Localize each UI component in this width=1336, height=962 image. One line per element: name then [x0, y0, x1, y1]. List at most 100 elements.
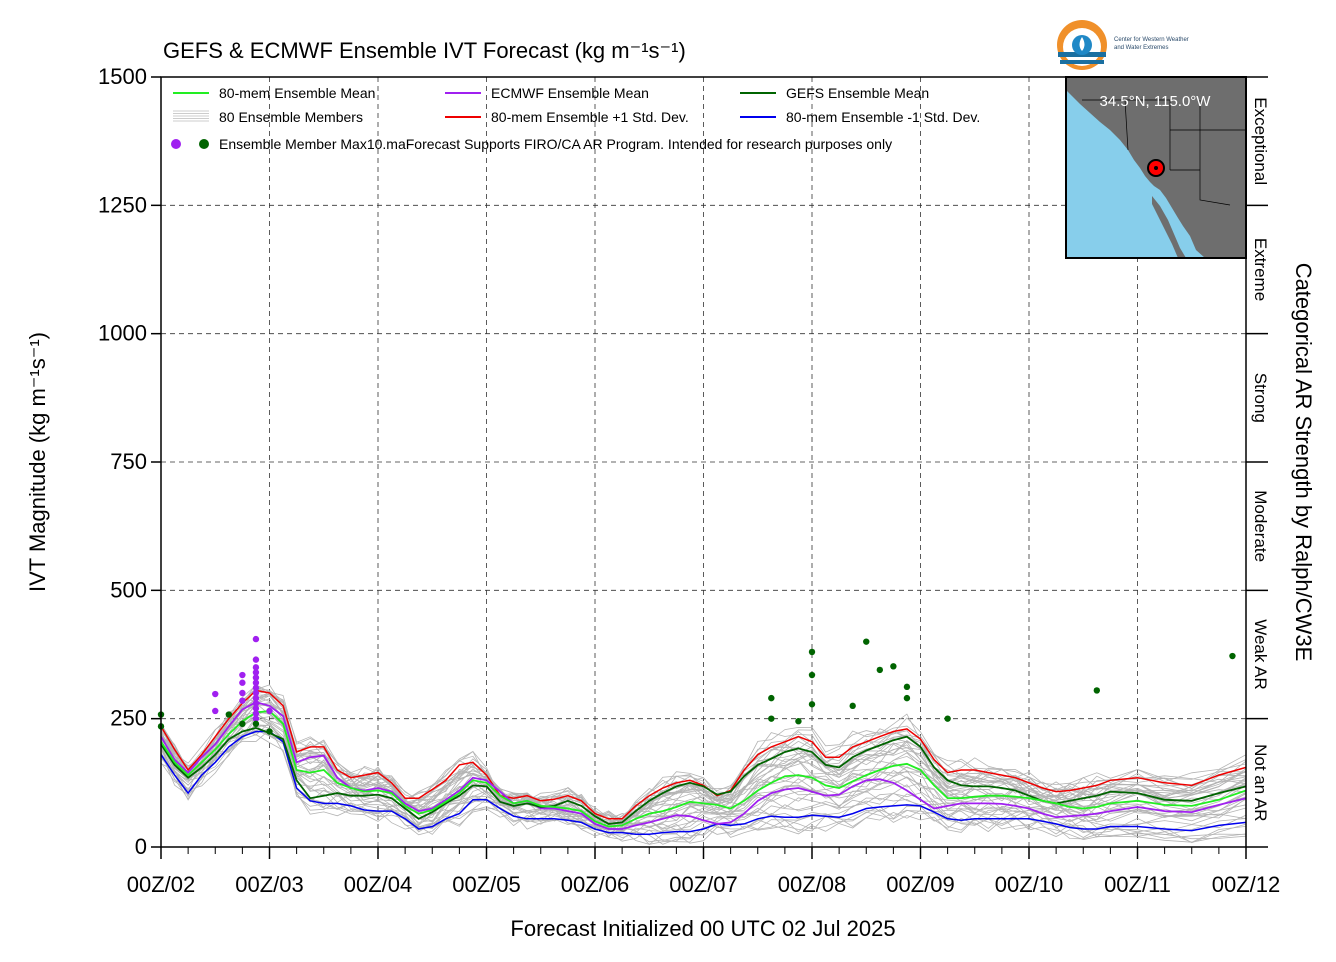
- legend-label: GEFS Ensemble Mean: [786, 85, 929, 101]
- series-lines: [160, 689, 1247, 835]
- cw3e-logo: Center for Western Weather and Water Ext…: [1057, 20, 1189, 70]
- ecmwf-max-marker: [252, 694, 260, 702]
- ecmwf-max-marker: [252, 684, 260, 692]
- x-axis: 00Z/02 00Z/03 00Z/04 00Z/05 00Z/06 00Z/07 00Z/…: [127, 847, 1281, 897]
- inset-location-label: 34.5°N, 115.0°W: [1100, 93, 1212, 110]
- location-dot: [1154, 166, 1158, 170]
- legend-label: ECMWF Ensemble Mean: [491, 85, 649, 101]
- ecmwf-max-marker: [252, 700, 260, 707]
- inset-borders: [1082, 99, 1246, 206]
- y-axis-label: IVT Magnitude (kg m⁻¹s⁻¹): [25, 332, 50, 592]
- inset-frame: [1065, 76, 1247, 259]
- inset-baja: [1152, 196, 1186, 258]
- gefs-max-marker: [903, 694, 911, 702]
- ecmwf-max-marker: [239, 671, 246, 679]
- gefs-max-marker: [768, 715, 775, 722]
- y-tick-label: 1250: [98, 192, 147, 217]
- y-axis: 0 250 500 750 1000 1250 1500: [98, 64, 161, 859]
- series-line-gefs-ensemble-mean: [160, 726, 1247, 825]
- y-tick-label: 500: [110, 577, 147, 602]
- gefs-max-marker: [1229, 652, 1236, 660]
- gefs-max-marker: [890, 663, 897, 670]
- ensemble-member-line: [160, 728, 1247, 842]
- legend: 80-mem Ensemble Mean ECMWF Ensemble Mean G…: [171, 85, 980, 152]
- ecmwf-max-marker: [252, 689, 260, 697]
- ecmwf-max-marker: [252, 710, 260, 717]
- gefs-max-marker: [863, 638, 870, 645]
- legend-max-label: Ensemble Member Max10.maForecast Support…: [219, 136, 892, 152]
- gefs-max-marker: [225, 711, 233, 718]
- x-tick-label: 00Z/05: [452, 872, 521, 897]
- gefs-max-marker: [252, 720, 260, 727]
- ecmwf-max-marker: [252, 674, 260, 681]
- legend-label: 80 Ensemble Members: [219, 109, 363, 125]
- ensemble-member-line: [160, 687, 1247, 826]
- x-tick-label: 00Z/11: [1104, 872, 1171, 897]
- ensemble-member-line: [160, 723, 1247, 834]
- category-label: Strong: [1251, 373, 1270, 423]
- ensemble-member-line: [160, 702, 1247, 828]
- x-tick-label: 00Z/09: [886, 872, 955, 897]
- y-tick-label: 1500: [98, 64, 147, 89]
- gefs-max-marker: [849, 702, 856, 710]
- ecmwf-max-marker: [252, 664, 260, 671]
- logo-line-1: Center for Western Weather: [1114, 37, 1189, 43]
- series-line-ecmwf-ensemble-mean: [160, 701, 1247, 830]
- ecmwf-max-marker: [252, 705, 260, 712]
- y-tick-label: 1000: [98, 321, 147, 346]
- gefs-max-marker: [266, 728, 273, 735]
- y-tick-label: 0: [135, 834, 147, 859]
- gefs-max-marker: [768, 694, 775, 702]
- gefs-max-marker: [795, 718, 802, 725]
- gefs-max-marker: [876, 666, 884, 674]
- ensemble-member-line: [160, 711, 1247, 831]
- ensemble-member-line: [160, 685, 1247, 822]
- ecmwf-max-marker: [239, 689, 246, 697]
- ensemble-member-line: [160, 729, 1247, 845]
- y-tick-label: 250: [110, 706, 147, 731]
- max-markers: [157, 635, 1236, 735]
- gefs-max-marker: [808, 671, 816, 679]
- series-line-80-mem-ensemble-1-std-dev-: [160, 689, 1247, 820]
- category-label: Exceptional: [1251, 97, 1270, 185]
- x-tick-label: 00Z/06: [561, 872, 630, 897]
- gefs-max-marker: [239, 720, 246, 727]
- legend-label: 80-mem Ensemble +1 Std. Dev.: [491, 109, 689, 125]
- x-tick-label: 00Z/03: [235, 872, 304, 897]
- category-label: Weak AR: [1251, 619, 1270, 690]
- ecmwf-max-marker: [212, 707, 219, 715]
- inset-map: 34.5°N, 115.0°W: [1065, 76, 1247, 259]
- x-tick-label: 00Z/02: [127, 872, 196, 897]
- ecmwf-max-marker: [252, 656, 260, 663]
- series-line-80-mem-ensemble-mean: [160, 710, 1247, 828]
- ecmwf-max-marker: [252, 669, 260, 676]
- ensemble-member-line: [160, 727, 1247, 845]
- category-label: Moderate: [1251, 490, 1270, 562]
- ensemble-member-line: [160, 693, 1247, 831]
- ensemble-member-line: [160, 684, 1247, 822]
- gefs-max-marker: [944, 715, 951, 722]
- x-tick-label: 00Z/12: [1212, 872, 1281, 897]
- ecmwf-max-marker: [239, 697, 246, 704]
- category-label: Extreme: [1251, 238, 1270, 301]
- x-tick-label: 00Z/07: [669, 872, 738, 897]
- legend-ecmwf-max-marker: [171, 139, 181, 149]
- logo-line-2: and Water Extremes: [1114, 45, 1168, 51]
- grid-lines: [161, 77, 1246, 847]
- ensemble-member-line: [160, 698, 1247, 824]
- chart-title: GEFS & ECMWF Ensemble IVT Forecast (kg m…: [163, 38, 686, 63]
- x-tick-label: 00Z/08: [778, 872, 847, 897]
- ensemble-member-line: [160, 724, 1247, 837]
- ecmwf-max-marker: [239, 679, 246, 686]
- x-axis-label: Forecast Initialized 00 UTC 02 Jul 2025: [510, 916, 895, 941]
- x-tick-label: 00Z/10: [995, 872, 1064, 897]
- legend-label: 80-mem Ensemble -1 Std. Dev.: [786, 109, 980, 125]
- ecmwf-max-marker: [266, 707, 273, 715]
- category-label: Not an AR: [1251, 744, 1270, 822]
- series-line-80-mem-ensemble-1-std-dev-: [160, 730, 1247, 835]
- gefs-max-marker: [808, 701, 816, 708]
- ecmwf-max-marker: [252, 715, 260, 722]
- category-axis: Not an AR Weak AR Moderate Strong Extreme Exc…: [1246, 76, 1270, 848]
- gefs-max-marker: [1093, 687, 1101, 694]
